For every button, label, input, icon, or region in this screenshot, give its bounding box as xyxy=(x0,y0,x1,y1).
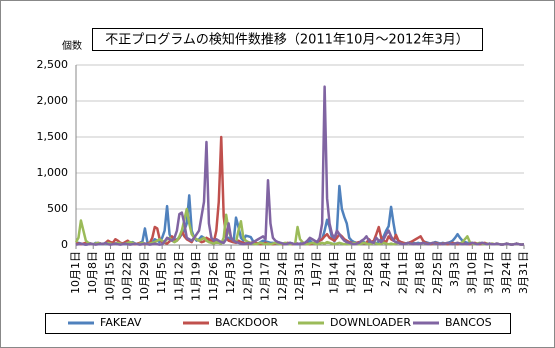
x-tick-label: 11月12日 xyxy=(172,251,185,301)
x-tick-label: 3月24日 xyxy=(500,251,513,294)
x-tick-label: 1月14日 xyxy=(327,251,340,294)
x-tick-label: 10月8日 xyxy=(86,251,99,294)
x-tick-label: 11月5日 xyxy=(155,251,168,294)
title-box xyxy=(92,28,483,51)
legend-label: BACKDOOR xyxy=(215,316,279,329)
y-tick-label: 1,500 xyxy=(37,130,69,143)
x-tick-label: 2月4日 xyxy=(379,251,392,287)
y-tick-label: 1,000 xyxy=(37,166,69,179)
x-tick-label: 2月18日 xyxy=(414,251,427,294)
y-axis-label: 個数 xyxy=(62,39,82,52)
x-tick-label: 3月17日 xyxy=(483,251,496,294)
legend-label: FAKEAV xyxy=(100,316,142,329)
x-tick-label: 12月24日 xyxy=(276,251,289,301)
y-tick-label: 2,000 xyxy=(37,94,69,107)
x-tick-label: 12月10日 xyxy=(241,251,254,301)
x-tick-label: 2月25日 xyxy=(431,251,444,294)
x-tick-label: 10月22日 xyxy=(121,251,134,301)
x-tick-label: 10月29日 xyxy=(138,251,151,301)
x-tick-label: 3月10日 xyxy=(465,251,478,294)
x-tick-label: 12月31日 xyxy=(293,251,306,301)
x-tick-label: 12月17日 xyxy=(259,251,272,301)
x-tick-label: 11月26日 xyxy=(207,251,220,301)
x-tick-label: 1月21日 xyxy=(345,251,358,294)
legend-label: BANCOS xyxy=(445,316,492,329)
y-tick-label: 0 xyxy=(61,238,68,251)
y-tick-label: 2,500 xyxy=(37,58,69,71)
x-tick-label: 12月3日 xyxy=(224,251,237,294)
x-tick-label: 1月28日 xyxy=(362,251,375,294)
x-tick-label: 10月1日 xyxy=(69,251,82,294)
x-tick-label: 1月7日 xyxy=(310,251,323,287)
y-tick-label: 500 xyxy=(47,202,68,215)
x-tick-label: 11月19日 xyxy=(190,251,203,301)
chart-title: 不正プログラムの検知件数推移（2011年10月～2012年3月） xyxy=(105,32,469,48)
x-tick-label: 3月3日 xyxy=(448,251,461,287)
x-tick-label: 10月15日 xyxy=(103,251,116,301)
legend-label: DOWNLOADER xyxy=(330,316,411,329)
legend-box xyxy=(45,313,511,334)
x-tick-label: 2月11日 xyxy=(396,251,409,294)
series-line xyxy=(75,85,525,246)
x-tick-label: 3月31日 xyxy=(517,251,530,294)
